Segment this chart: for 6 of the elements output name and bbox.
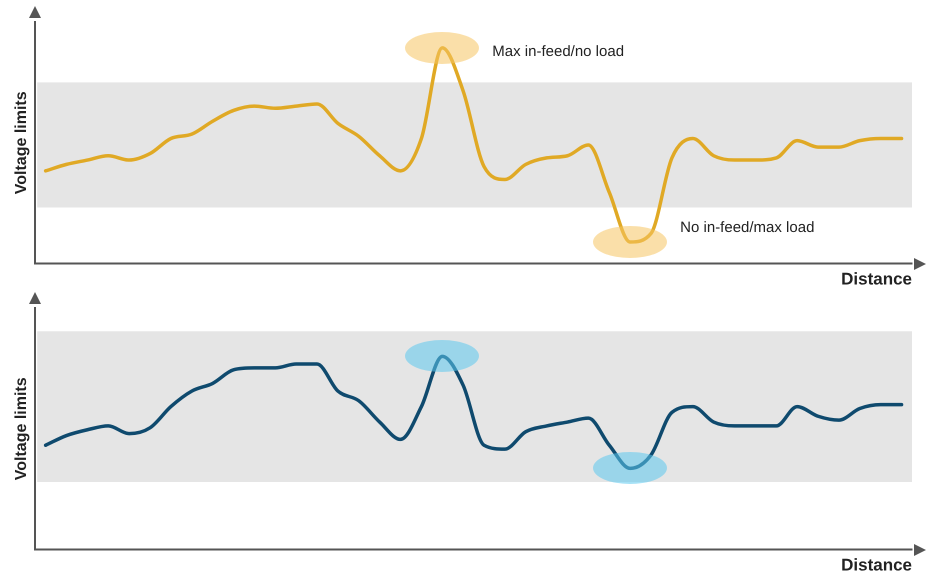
x-axis-title: Distance [841, 269, 912, 288]
y-axis-title: Voltage limits [13, 377, 30, 480]
annotation: No in-feed/max load [680, 219, 814, 236]
x-axis-title: Distance [841, 555, 912, 574]
annotation: Max in-feed/no load [492, 43, 624, 60]
y-axis-title: Voltage limits [13, 91, 30, 194]
